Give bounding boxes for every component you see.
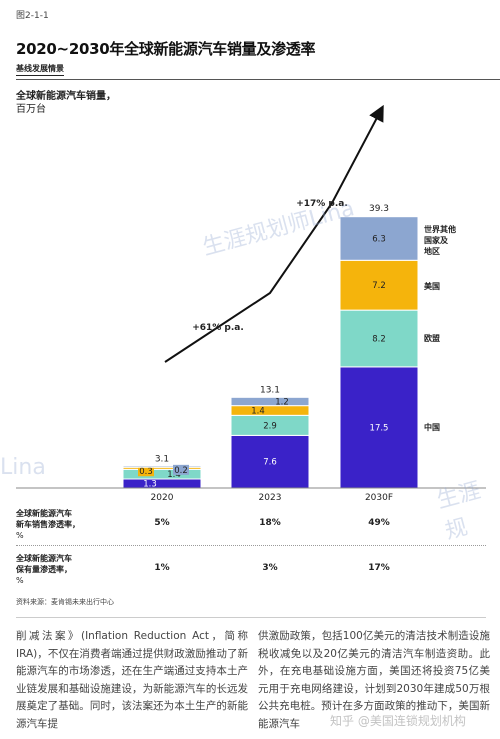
sales-penetration-2030: 49% xyxy=(368,518,390,528)
data-label-europe-2020: 1.4 xyxy=(167,470,181,480)
row-label-stock-unit: % xyxy=(16,576,24,585)
bar-segment-usa-2030F xyxy=(339,259,419,311)
row-label-sales-penetration: 全球新能源汽车 新车销售渗透率， % xyxy=(16,508,80,541)
row-label-stock-line2: 保有量渗透率， xyxy=(16,565,72,574)
sales-penetration-2020: 5% xyxy=(154,518,170,528)
y-axis-label: 全球新能源汽车销量， 百万台 xyxy=(16,90,166,116)
data-label-china-2023: 7.6 xyxy=(263,458,277,468)
legend-china: 中国 xyxy=(424,422,440,432)
source-divider xyxy=(16,617,486,618)
data-label-rest-2030F: 6.3 xyxy=(372,234,386,244)
label-box-rest-2020 xyxy=(173,464,189,475)
title-divider xyxy=(16,79,500,80)
growth-annotation-2: +17% p.a. xyxy=(296,199,348,209)
bar-segment-usa-2023 xyxy=(230,405,310,416)
legend-rest-line3: 地区 xyxy=(424,246,440,256)
scenario-label: 基线发展情景 xyxy=(16,63,64,76)
body-text-right: 供激励政策，包括100亿美元的清洁技术制造设施税收减免以及20亿美元的清洁汽车制… xyxy=(258,630,490,730)
data-label-europe-2023: 2.9 xyxy=(263,421,277,431)
data-label-rest-2020: 0.2 xyxy=(174,466,188,476)
bar-segment-china-2020 xyxy=(122,478,202,489)
data-label-rest-2023: 1.2 xyxy=(275,397,289,407)
bar-segment-china-2030F xyxy=(339,366,419,489)
y-axis-label-unit: 百万台 xyxy=(16,104,46,115)
growth-annotation-1: +61% p.a. xyxy=(192,323,244,333)
data-label-china-2020: 1.3 xyxy=(143,480,157,490)
stock-penetration-2030: 17% xyxy=(368,563,390,573)
bar-segment-rest-2023 xyxy=(230,396,310,407)
stacked-bar-chart: 1.3 1.4 0.3 0.2 3.1 2020 7.6 2.9 1.4 1.2 13.1 2023 1… xyxy=(16,104,486,500)
growth-trend-arrow xyxy=(164,104,384,363)
bar-segment-rest-2030F xyxy=(339,216,419,261)
chart-title: 2020~2030年全球新能源汽车销量及渗透率 xyxy=(16,40,316,58)
bar-segment-europe-2030F xyxy=(339,309,419,368)
bar-segment-rest-2020 xyxy=(122,465,202,468)
row-label-sales-line2: 新车销售渗透率， xyxy=(16,520,80,529)
figure-number: 图2-1-1 xyxy=(16,11,49,21)
data-label-china-2030F: 17.5 xyxy=(370,423,389,433)
total-label-2030F: 39.3 xyxy=(369,204,389,214)
sales-penetration-2023: 18% xyxy=(259,518,281,528)
stock-penetration-2023: 3% xyxy=(262,563,278,573)
x-tick-2023: 2023 xyxy=(259,493,282,500)
bar-segment-europe-2020 xyxy=(122,468,202,480)
x-tick-2020: 2020 xyxy=(151,493,174,500)
x-tick-2030F: 2030F xyxy=(365,493,393,500)
body-text-left: 削减法案》(Inflation Reduction Act，简称IRA)，不仅在… xyxy=(16,630,248,730)
legend-europe: 欧盟 xyxy=(424,333,440,343)
total-label-2020: 3.1 xyxy=(155,455,169,465)
stock-penetration-2020: 1% xyxy=(154,563,170,573)
row-label-sales-line1: 全球新能源汽车 xyxy=(16,509,72,518)
data-label-usa-2030F: 7.2 xyxy=(372,281,386,291)
bar-segment-china-2023 xyxy=(230,434,310,489)
label-box-usa-2020 xyxy=(138,466,154,477)
legend-rest-line1: 世界其他 xyxy=(424,224,456,234)
y-axis-label-title: 全球新能源汽车销量， xyxy=(16,91,116,102)
legend-usa: 美国 xyxy=(424,281,440,291)
total-label-2023: 13.1 xyxy=(260,385,280,395)
data-label-usa-2023: 1.4 xyxy=(251,406,265,416)
row-label-stock-penetration: 全球新能源汽车 保有量渗透率， % xyxy=(16,553,72,586)
row-label-sales-unit: % xyxy=(16,531,24,540)
row-divider xyxy=(16,545,486,546)
source-note: 资料来源：麦肯锡未来出行中心 xyxy=(16,598,114,606)
row-label-stock-line1: 全球新能源汽车 xyxy=(16,554,72,563)
legend-rest-line2: 国家及 xyxy=(424,235,449,245)
data-label-usa-2020: 0.3 xyxy=(139,467,153,477)
data-label-europe-2030F: 8.2 xyxy=(372,335,386,345)
